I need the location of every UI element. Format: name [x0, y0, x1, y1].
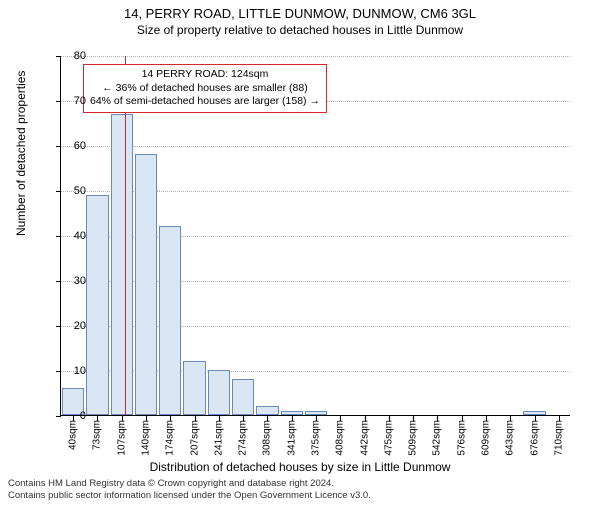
xtick-label: 241sqm [213, 420, 224, 456]
xtick-label: 710sqm [553, 420, 564, 456]
gridline [61, 146, 570, 147]
bar [159, 226, 181, 415]
x-axis-label: Distribution of detached houses by size … [0, 460, 600, 474]
callout-box: 14 PERRY ROAD: 124sqm← 36% of detached h… [83, 64, 327, 113]
xtick-label: 442sqm [359, 420, 370, 456]
ytick-label: 30 [46, 275, 86, 287]
xtick-label: 40sqm [68, 420, 79, 450]
xtick-label: 140sqm [141, 420, 152, 456]
bar [523, 411, 545, 416]
xtick-label: 375sqm [311, 420, 322, 456]
gridline [61, 56, 570, 57]
xtick-label: 676sqm [529, 420, 540, 456]
footer: Contains HM Land Registry data © Crown c… [8, 478, 592, 502]
xtick-label: 73sqm [92, 420, 103, 450]
ytick-label: 50 [46, 185, 86, 197]
ytick-label: 80 [46, 50, 86, 62]
bar [135, 154, 157, 415]
xtick-label: 609sqm [481, 420, 492, 456]
callout-line-1: 14 PERRY ROAD: 124sqm [90, 68, 320, 82]
xtick-label: 542sqm [432, 420, 443, 456]
xtick-label: 576sqm [456, 420, 467, 456]
ytick-label: 0 [46, 410, 86, 422]
chart-area: 40sqm73sqm107sqm140sqm174sqm207sqm241sqm… [60, 56, 570, 416]
xtick-label: 408sqm [335, 420, 346, 456]
xtick-label: 174sqm [165, 420, 176, 456]
bar [232, 379, 254, 415]
callout-line-3: 64% of semi-detached houses are larger (… [90, 95, 320, 109]
xtick-label: 643sqm [505, 420, 516, 456]
xtick-label: 107sqm [116, 420, 127, 456]
bar [208, 370, 230, 415]
ytick-label: 70 [46, 95, 86, 107]
bar [111, 114, 133, 416]
xtick-label: 308sqm [262, 420, 273, 456]
xtick-label: 207sqm [189, 420, 200, 456]
chart-subtitle: Size of property relative to detached ho… [0, 23, 600, 37]
bar [256, 406, 278, 415]
bar [305, 411, 327, 416]
xtick-label: 475sqm [383, 420, 394, 456]
chart-title: 14, PERRY ROAD, LITTLE DUNMOW, DUNMOW, C… [0, 6, 600, 21]
callout-line-2: ← 36% of detached houses are smaller (88… [90, 82, 320, 96]
ytick-label: 20 [46, 320, 86, 332]
plot-area: 40sqm73sqm107sqm140sqm174sqm207sqm241sqm… [60, 56, 570, 416]
bar [86, 195, 108, 416]
footer-line-1: Contains HM Land Registry data © Crown c… [8, 478, 592, 490]
xtick-label: 341sqm [286, 420, 297, 456]
footer-line-2: Contains public sector information licen… [8, 490, 592, 502]
xtick-label: 274sqm [238, 420, 249, 456]
ytick-label: 40 [46, 230, 86, 242]
xtick-label: 509sqm [408, 420, 419, 456]
bar [281, 411, 303, 416]
ytick-label: 60 [46, 140, 86, 152]
bar [183, 361, 205, 415]
y-axis-label: Number of detached properties [14, 71, 28, 236]
ytick-label: 10 [46, 365, 86, 377]
